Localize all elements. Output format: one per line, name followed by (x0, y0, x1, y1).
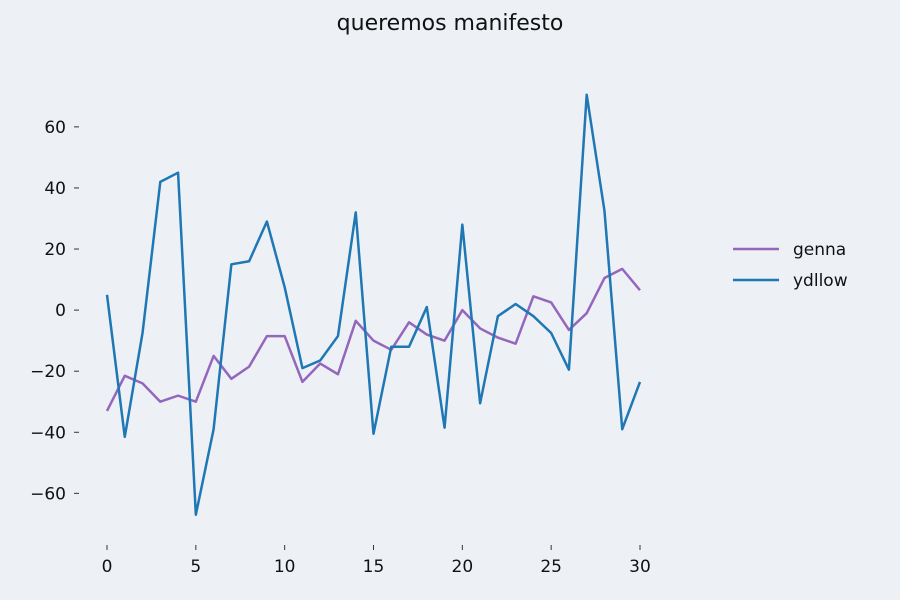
y-tick-label: −60 (30, 484, 66, 504)
legend: genna ydllow (733, 240, 848, 291)
y-tick-label: 40 (44, 179, 66, 199)
x-tick-label: 25 (540, 557, 562, 577)
x-axis: 0 5 10 15 20 25 30 (102, 545, 651, 577)
legend-label-genna: genna (793, 240, 846, 260)
x-tick-label: 10 (274, 557, 296, 577)
y-axis: −60 −40 −20 0 20 40 60 (30, 118, 79, 504)
legend-label-ydllow: ydllow (793, 271, 848, 291)
x-tick-label: 5 (190, 557, 201, 577)
y-tick-label: 60 (44, 118, 66, 138)
series-line-ydllow (105, 93, 642, 516)
x-tick-label: 20 (452, 557, 474, 577)
y-tick-label: 20 (44, 240, 66, 260)
x-tick-label: 0 (102, 557, 113, 577)
y-tick-label: 0 (55, 301, 66, 321)
plot-lines (105, 93, 642, 516)
y-tick-label: −40 (30, 423, 66, 443)
chart-title: queremos manifesto (337, 11, 564, 36)
x-tick-label: 15 (363, 557, 385, 577)
series-line-genna (105, 267, 641, 412)
x-tick-label: 30 (629, 557, 651, 577)
y-tick-label: −20 (30, 362, 66, 382)
